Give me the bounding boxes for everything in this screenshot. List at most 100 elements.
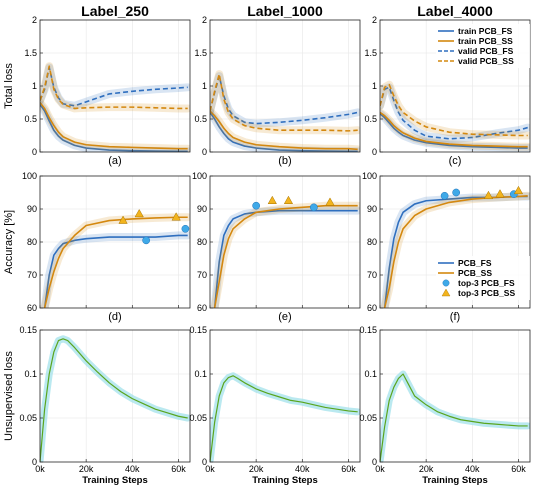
marker-top3-ss [171,212,181,221]
y-tick-label: 0.05 [19,413,37,423]
marker-top3-ss [483,190,494,200]
y-tick-label: 2 [202,15,207,25]
marker-top3-ss [495,189,505,198]
legend-entry: valid PCB_SS [458,56,514,66]
y-tick-label: 60 [197,303,207,313]
chart-panel: 0 0.5 1 1.5 2 (b) [194,15,361,167]
marker-top3-fs [440,191,449,200]
y-tick-label: 70 [197,270,207,280]
x-tick-label: 20k [249,464,264,474]
y-axis-label: Accuracy [%] [3,210,15,274]
y-tick-label: 0 [32,147,37,157]
series-line-valid_ss [380,83,528,137]
panel-label: (d) [108,311,121,323]
y-tick-label: 60 [27,303,37,313]
series-line-train_fs [380,113,528,149]
y-tick-label: 0.1 [194,369,207,379]
x-tick-label: 0k [205,464,215,474]
legend-swatch [442,279,450,287]
y-axis-label: Total loss [3,63,15,109]
series-line-train_fs [40,104,188,152]
y-tick-label: 0.5 [24,114,37,124]
y-tick-label: 90 [367,204,377,214]
y-tick-label: 0 [202,147,207,157]
series-line-valid_ss [40,65,188,110]
series-line-valid_fs [380,86,528,140]
panel-label: (a) [108,155,121,167]
series-band [210,201,360,308]
y-tick-label: 100 [362,171,377,181]
x-tick-label: 0k [35,464,45,474]
marker-top3-fs [252,201,261,210]
column-title: Label_4000 [417,3,493,19]
y-tick-label: 2 [372,15,377,25]
legend-entry: PCB_FS [458,258,492,268]
marker-top3-ss [513,185,524,195]
series-line-train_fs [213,209,358,308]
y-tick-label: 60 [367,303,377,313]
panel-label: (f) [450,311,460,323]
x-tick-label: 20k [419,464,434,474]
x-tick-label: 60k [511,464,526,474]
y-tick-label: 1 [202,81,207,91]
marker-top3-fs [309,203,318,212]
marker-top3-ss [118,215,128,224]
x-tick-label: 40k [295,464,310,474]
marker-top3-fs [181,224,190,233]
series-line-unsup [380,373,528,462]
series-line-train_ss [40,102,188,150]
y-tick-label: 0.05 [189,413,207,423]
y-tick-label: 70 [367,270,377,280]
panel-label: (b) [278,155,291,167]
y-tick-label: 0 [32,457,37,467]
chart-panel: 0 0.5 1 1.5 2 (a) [24,15,191,167]
axes-box [379,329,531,463]
chart-panel: 60 70 80 90 100 (d) [22,171,191,323]
y-tick-label: 1 [32,81,37,91]
y-tick-label: 0.15 [19,325,37,335]
y-tick-label: 80 [27,237,37,247]
panels-layer: Label_250 Label_1000 Label_4000 Total loss 0… [3,3,531,489]
series-line-unsup [210,375,358,462]
marker-top3-ss [267,195,277,204]
series-line-train_fs [43,234,188,308]
x-tick-label: 40k [125,464,140,474]
y-tick-label: 90 [197,204,207,214]
chart-panel: 60 70 80 90 100 (e) [192,171,361,323]
x-axis-label: Training Steps [82,475,147,486]
y-axis-label: Unsupervised loss [3,351,15,441]
x-axis-label: Training Steps [252,475,317,486]
legend-entry: top-3 PCB_FS [458,278,515,288]
series-line-unsup [40,338,188,462]
y-tick-label: 1.5 [24,48,37,58]
y-tick-label: 0.1 [364,369,377,379]
series-line-train_fs [210,111,358,152]
axes-box [39,329,191,463]
y-tick-label: 80 [197,237,207,247]
y-tick-label: 0 [372,457,377,467]
y-tick-label: 80 [367,237,377,247]
x-tick-label: 60k [171,464,186,474]
y-tick-label: 90 [27,204,37,214]
y-tick-label: 0.15 [189,325,207,335]
series-band [210,372,360,462]
legend-entry: train PCB_SS [458,36,513,46]
panel-label: (e) [278,311,291,323]
column-title: Label_250 [81,3,149,19]
y-tick-label: 100 [22,171,37,181]
y-tick-label: 0.5 [194,114,207,124]
legend-entry: train PCB_FS [458,26,513,36]
y-tick-label: 1.5 [194,48,207,58]
y-tick-label: 0.1 [24,369,37,379]
x-axis-label: Training Steps [422,475,487,486]
series-band [40,213,190,308]
y-tick-label: 2 [32,15,37,25]
